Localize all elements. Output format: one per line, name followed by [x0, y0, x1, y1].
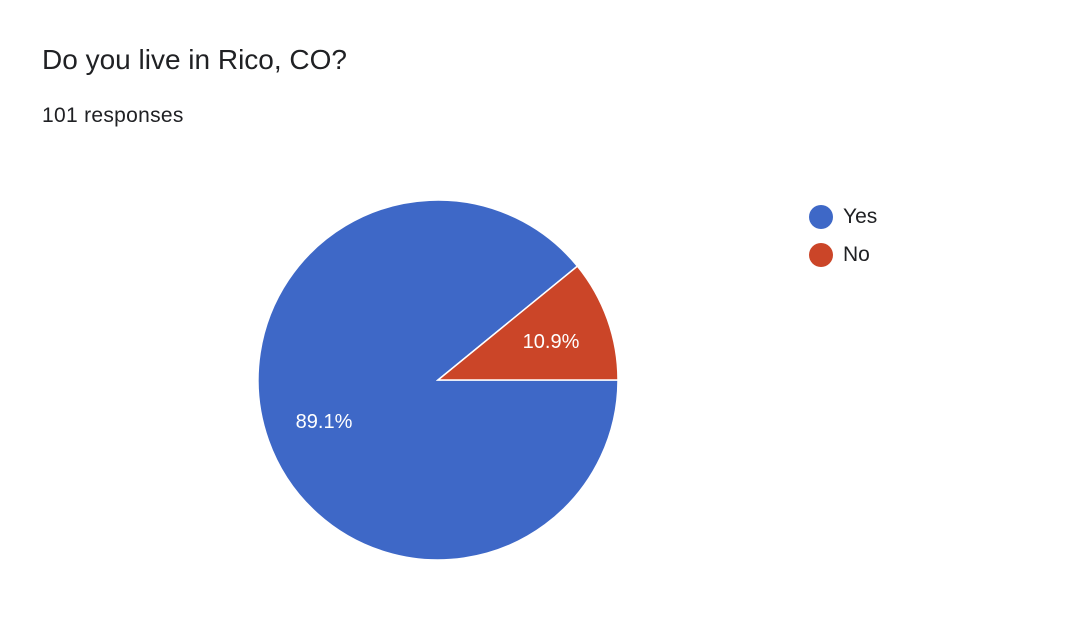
legend-label-no: No	[843, 243, 870, 266]
response-count: 101 responses	[42, 104, 184, 127]
legend-swatch-no	[809, 243, 833, 267]
legend-swatch-yes	[809, 205, 833, 229]
slice-label-no: 10.9%	[523, 331, 580, 353]
legend-label-yes: Yes	[843, 205, 878, 228]
slice-label-yes: 89.1%	[296, 411, 353, 433]
legend-item-no[interactable]: No	[809, 236, 877, 274]
legend-item-yes[interactable]: Yes	[809, 198, 877, 236]
pie-slice-no[interactable]	[435, 265, 619, 381]
question-title: Do you live in Rico, CO?	[42, 44, 348, 75]
legend: Yes No	[809, 198, 877, 274]
